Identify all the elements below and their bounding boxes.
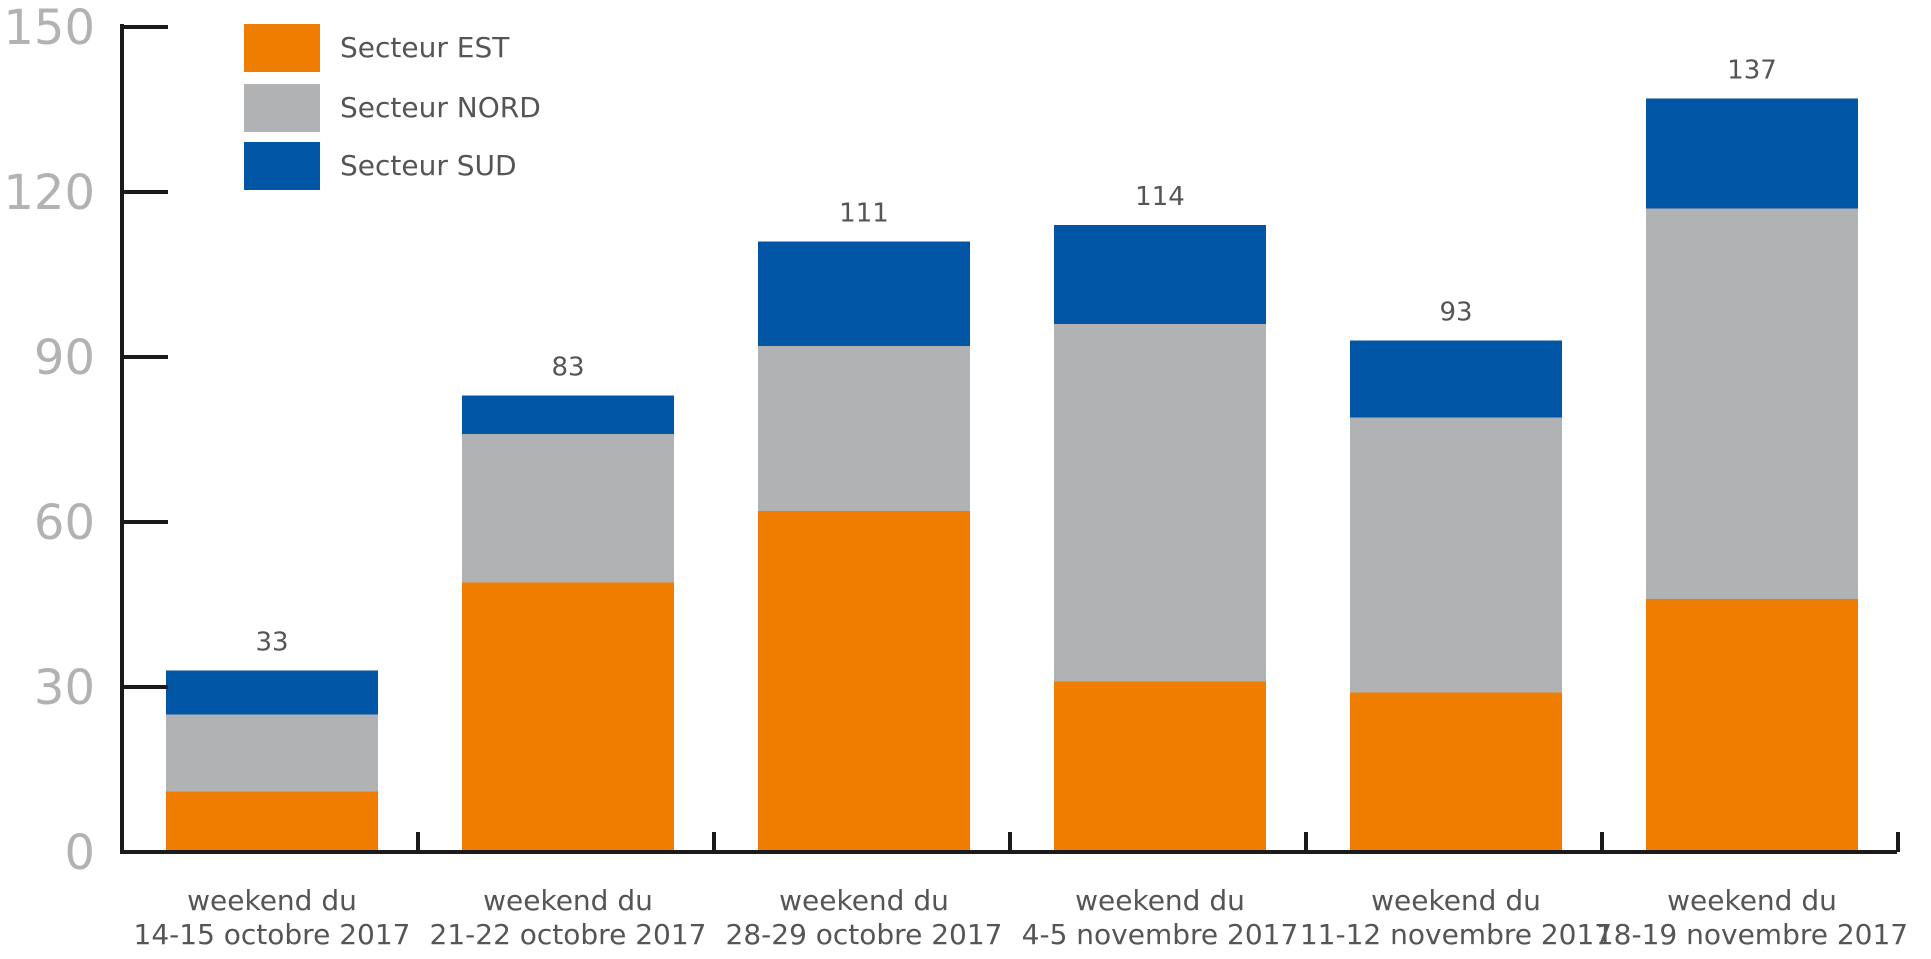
bar-segment-secteur-nord-3 <box>758 346 970 511</box>
x-tick-label: 14-15 octobre 2017 <box>134 918 411 951</box>
bar-total-label: 137 <box>1727 56 1777 86</box>
y-tick-label: 60 <box>34 495 95 551</box>
bar-segment-secteur-nord-4 <box>1054 324 1266 682</box>
bar-segment-secteur-est-5 <box>1350 692 1562 852</box>
legend-label-secteur-nord: Secteur NORD <box>340 91 541 124</box>
bar-segment-secteur-est-4 <box>1054 681 1266 852</box>
legend-swatch-secteur-sud <box>244 142 320 190</box>
bar-segment-secteur-nord-2 <box>462 434 674 583</box>
y-tick-label: 30 <box>34 660 95 716</box>
bar-segment-secteur-nord-5 <box>1350 417 1562 693</box>
x-tick-label: weekend du <box>1667 884 1837 917</box>
x-tick-label: weekend du <box>187 884 357 917</box>
x-tick-label: weekend du <box>779 884 949 917</box>
legend-swatch-secteur-est <box>244 24 320 72</box>
x-tick-label: 4-5 novembre 2017 <box>1022 918 1299 951</box>
axis-layer <box>120 24 1900 854</box>
bar-segment-secteur-sud-1 <box>166 670 378 715</box>
x-tick-label: weekend du <box>1075 884 1245 917</box>
y-tick-label: 150 <box>3 0 95 56</box>
bar-segment-secteur-est-1 <box>166 791 378 852</box>
bar-segment-secteur-sud-6 <box>1646 98 1858 209</box>
legend-label-secteur-sud: Secteur SUD <box>340 149 517 182</box>
legend: Secteur EST Secteur NORD Secteur SUD <box>244 24 541 190</box>
bar-total-label: 33 <box>255 628 288 658</box>
y-tick-label: 0 <box>64 825 95 881</box>
bar-total-label: 111 <box>839 199 889 229</box>
bar-segment-secteur-sud-5 <box>1350 340 1562 418</box>
bar-segment-secteur-sud-4 <box>1054 225 1266 324</box>
y-tick-label: 90 <box>34 330 95 386</box>
bar-segment-secteur-est-2 <box>462 582 674 852</box>
bar-segment-secteur-est-3 <box>758 511 970 852</box>
bars-layer <box>166 98 1858 852</box>
bar-segment-secteur-sud-3 <box>758 241 970 346</box>
legend-swatch-secteur-nord <box>244 84 320 132</box>
bar-segment-secteur-nord-1 <box>166 714 378 792</box>
x-tick-label: 28-29 octobre 2017 <box>726 918 1003 951</box>
bar-total-label: 114 <box>1135 182 1185 212</box>
x-tick-label: 11-12 novembre 2017 <box>1300 918 1612 951</box>
legend-label-secteur-est: Secteur EST <box>340 31 510 64</box>
x-tick-label: 21-22 octobre 2017 <box>430 918 707 951</box>
bar-total-label: 93 <box>1439 298 1472 328</box>
bar-segment-secteur-est-6 <box>1646 599 1858 852</box>
bar-segment-secteur-sud-2 <box>462 395 674 434</box>
x-tick-label: weekend du <box>483 884 653 917</box>
x-tick-label: weekend du <box>1371 884 1541 917</box>
x-tick-label: 18-19 novembre 2017 <box>1596 918 1908 951</box>
bar-segment-secteur-nord-6 <box>1646 208 1858 599</box>
y-tick-label: 120 <box>3 165 95 221</box>
bar-total-label: 83 <box>551 353 584 383</box>
